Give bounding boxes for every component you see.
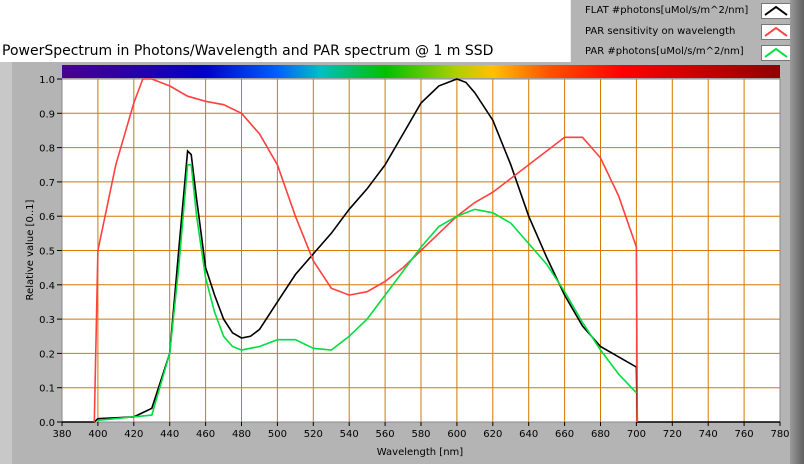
x-tick-label: 440 [160, 429, 179, 440]
chart-title: PowerSpectrum in Photons/Wavelength and … [2, 43, 494, 59]
y-axis-label: Relative value [0..1] [25, 199, 36, 300]
x-tick-label: 720 [663, 429, 682, 440]
y-tick-label: 0.8 [39, 144, 55, 155]
x-tick-label: 640 [519, 429, 538, 440]
x-tick-label: 460 [196, 429, 215, 440]
y-tick-label: 0.6 [39, 212, 55, 223]
y-tick-label: 0.4 [39, 281, 55, 292]
legend-label-par-sensitivity: PAR sensitivity on wavelength [585, 26, 736, 37]
x-tick-label: 700 [627, 429, 646, 440]
x-tick-label: 780 [770, 429, 789, 440]
y-tick-label: 0.3 [39, 315, 55, 326]
x-tick-label: 580 [411, 429, 430, 440]
x-tick-label: 400 [88, 429, 107, 440]
x-axis-label: Wavelength [nm] [377, 447, 463, 458]
x-tick-label: 740 [699, 429, 718, 440]
left-frame [0, 62, 12, 464]
y-tick-label: 0.0 [39, 418, 55, 429]
x-tick-label: 560 [376, 429, 395, 440]
title-area: PowerSpectrum in Photons/Wavelength and … [0, 0, 570, 62]
y-tick-label: 0.9 [39, 109, 55, 120]
series-line-0 [62, 78, 780, 423]
legend-swatch-par-sensitivity[interactable] [761, 24, 791, 40]
x-tick-label: 660 [555, 429, 574, 440]
legend-swatch-par-photons[interactable] [761, 45, 791, 61]
y-tick-label: 0.7 [39, 178, 55, 189]
legend-label-par-photons: PAR #photons[uMol/s/m^2/nm] [585, 46, 744, 57]
y-tick-label: 1.0 [39, 75, 55, 86]
y-tick-label: 0.5 [39, 247, 55, 258]
legend: FLAT #photons[uMol/s/m^2/nm] PAR sensiti… [570, 0, 791, 62]
right-frame [790, 0, 804, 464]
spectrum-color-bar [62, 65, 780, 78]
y-tick-label: 0.2 [39, 349, 55, 360]
x-tick-label: 760 [735, 429, 754, 440]
y-tick-label: 0.1 [39, 384, 55, 395]
x-tick-label: 620 [483, 429, 502, 440]
x-tick-label: 540 [340, 429, 359, 440]
x-tick-label: 520 [304, 429, 323, 440]
series-line-2 [97, 164, 637, 422]
x-tick-label: 600 [447, 429, 466, 440]
x-tick-label: 420 [124, 429, 143, 440]
x-tick-label: 380 [52, 429, 71, 440]
series-line-1 [93, 78, 639, 423]
legend-label-flat: FLAT #photons[uMol/s/m^2/nm] [585, 5, 749, 16]
x-tick-label: 500 [268, 429, 287, 440]
x-tick-label: 680 [591, 429, 610, 440]
x-tick-label: 480 [232, 429, 251, 440]
